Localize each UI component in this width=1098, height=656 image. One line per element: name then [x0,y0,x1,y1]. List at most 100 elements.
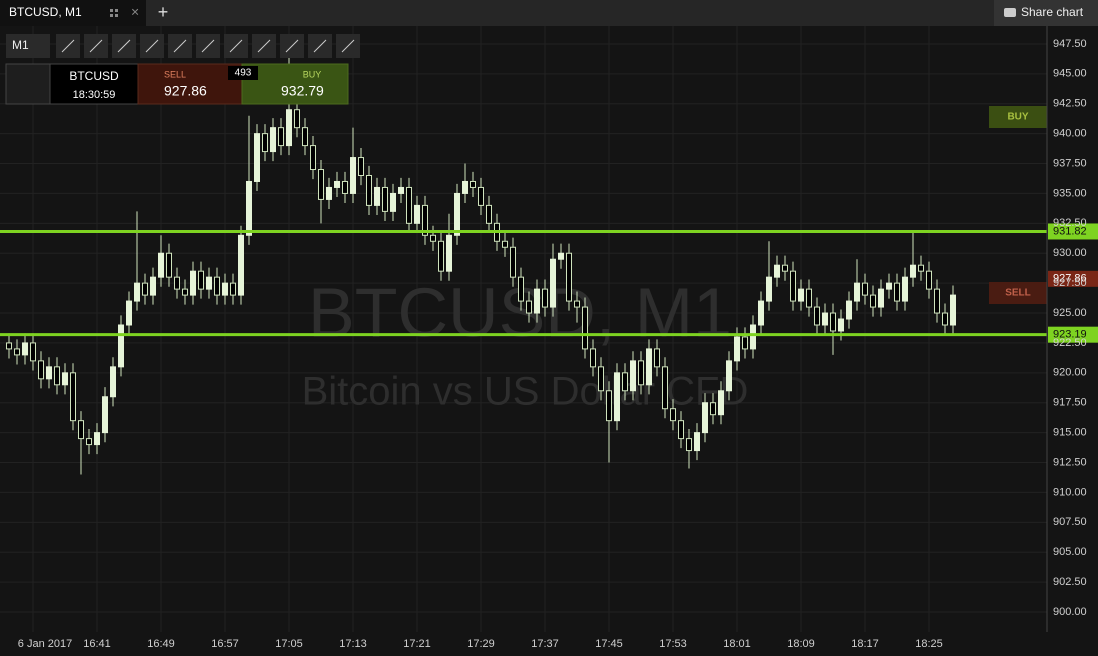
tab[interactable] [0,0,146,26]
candle-body [158,252,164,278]
candle-body [694,432,700,452]
candle-body [454,192,460,236]
timeframe-button[interactable] [6,34,50,58]
x-tick-label: 18:17 [851,638,879,650]
tab-icons [110,9,118,17]
candle-body [798,288,804,302]
x-tick-label: 17:53 [659,638,687,650]
y-tick-label: 900.00 [1053,606,1087,618]
candle-body [286,109,292,147]
y-tick-label: 915.00 [1053,427,1087,439]
y-tick-label: 902.50 [1053,576,1087,588]
symbol-box [49,63,139,105]
x-tick-label: 17:45 [595,638,623,650]
candle-body [102,396,108,434]
add-tab[interactable]: + [158,2,169,22]
candle-body [862,282,868,296]
clock: 18:30:59 [73,89,116,101]
candle-body [918,264,924,272]
candle-body [622,372,628,392]
price-line-tag [1048,326,1098,343]
order-marker[interactable] [989,282,1047,304]
candle-body [630,360,636,392]
candle-body [606,390,612,422]
candle-body [398,186,404,194]
tool-icon [173,39,187,53]
candle-body [230,282,236,296]
y-tick-label: 912.50 [1053,456,1087,468]
candle-body [870,294,876,308]
order-marker[interactable] [989,106,1047,128]
candle-body [510,246,516,278]
tool-icon [341,39,355,53]
candle-body [358,157,364,176]
candle-body [302,127,308,147]
camera-icon [1004,8,1016,17]
candle-body [734,336,740,362]
candle-body [478,186,484,206]
candle-body [294,109,300,129]
tab-close[interactable]: × [131,4,139,20]
symbol: BTCUSD [69,69,119,83]
y-tick-label: 927.50 [1053,277,1087,289]
sell-button[interactable] [137,63,243,105]
candle-body [950,294,956,326]
buy-label: BUY [303,69,322,79]
candle-body [686,438,692,452]
spread: 493 [235,68,252,79]
candle-body [526,300,532,314]
candle-body [430,234,436,242]
order-marker-label: SELL [1005,288,1031,299]
current-price-label: 927.86 [1053,273,1087,285]
candle-body [278,127,284,147]
candle-body [566,252,572,302]
candle-body [94,432,100,446]
y-tick-label: 932.50 [1053,217,1087,229]
candle-body [598,366,604,392]
candle-body [462,180,468,194]
candle-body [406,186,412,224]
candle-body [886,282,892,290]
candle-body [390,192,396,212]
candle-body [446,234,452,272]
candle-body [262,133,268,153]
y-tick-label: 947.50 [1053,38,1087,50]
buy-button[interactable] [241,63,349,105]
candle-body [6,342,12,350]
candle-body [350,157,356,194]
candle-body [486,204,492,224]
overlay: 931.82 923.19 927.86 BUY SELL [0,106,1098,343]
y-tick-label: 917.50 [1053,397,1087,409]
candle-body [382,186,388,212]
x-tick-label: 16:57 [211,638,239,650]
candle-body [118,324,124,368]
candle-body [854,282,860,302]
ticket-icons[interactable] [5,63,51,105]
candle-body [318,169,324,200]
candle-body [910,264,916,278]
candle-body [198,270,204,290]
candle-body [22,342,28,356]
order-marker-label: BUY [1007,112,1028,123]
candle-body [366,174,372,206]
candle-body [574,300,580,308]
y-tick-label: 922.50 [1053,337,1087,349]
tool-icon [257,39,271,53]
candle-body [86,438,92,446]
candle-body [702,402,708,434]
candle-body [726,360,732,392]
candle-body [894,282,900,302]
candle-body [934,288,940,314]
candle-body [78,420,84,440]
candle-body [110,366,116,398]
toolbar [6,34,360,58]
candle-body [670,408,676,422]
price-line-label: 923.19 [1053,329,1087,341]
sell-price: 927.86 [164,83,207,99]
candle-body [342,180,348,194]
candle-body [134,282,140,302]
candle-body [814,306,820,326]
candle-body [590,348,596,368]
